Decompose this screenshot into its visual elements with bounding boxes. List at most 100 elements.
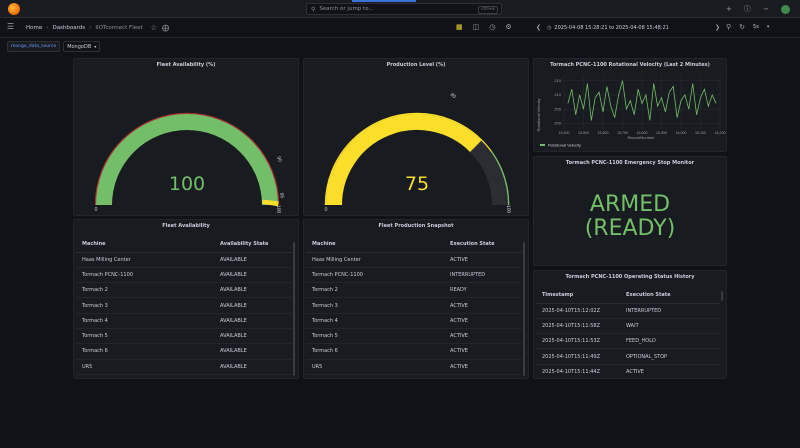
- scrollbar[interactable]: [523, 242, 525, 376]
- clock-icon[interactable]: ◷: [489, 23, 496, 31]
- cell-machine: Tormach PCNC-1100: [306, 267, 444, 284]
- help-icon[interactable]: ⓘ: [743, 5, 751, 13]
- scrollbar[interactable]: [293, 242, 295, 376]
- gauge-min-label: 0: [325, 207, 328, 213]
- cell-state: AVAILABLE: [214, 252, 292, 268]
- chevron-right-icon[interactable]: ❯: [715, 24, 721, 31]
- rotational-velocity-panel[interactable]: Tormach PCNC-1100 Rotational Velocity (L…: [533, 58, 727, 152]
- rss-icon[interactable]: ∽: [762, 5, 769, 13]
- variable-select[interactable]: MongoDB ▾: [63, 41, 101, 52]
- status-line-2: (READY): [584, 216, 676, 241]
- y-axis-label: Rotational Velocity: [536, 99, 541, 132]
- cell-machine: Tormach 2: [76, 282, 214, 299]
- x-tick-label: 16,100: [695, 131, 706, 135]
- cell-state: AVAILABLE: [214, 267, 292, 284]
- table-row: Tormach 5 ACTIVE: [306, 328, 522, 345]
- grafana-logo[interactable]: [8, 3, 20, 15]
- scrollbar[interactable]: [721, 291, 723, 301]
- gauge-chart: 0 80 100: [325, 92, 512, 214]
- gauge-min-label: 0: [95, 207, 98, 213]
- cell-machine: Tormach 2: [306, 282, 444, 299]
- table-row: Tormach PCNC-1100 AVAILABLE: [76, 267, 292, 284]
- chevron-down-icon[interactable]: ▾: [766, 24, 770, 30]
- cell-machine: Tormach 4: [306, 313, 444, 329]
- avatar[interactable]: [780, 4, 790, 14]
- gauge-chart: 0 90 95 100: [95, 112, 285, 214]
- gauge-threshold-label: 80: [449, 92, 457, 100]
- cell-machine: Tormach 4: [76, 313, 214, 329]
- table-row: UR5 AVAILABLE: [76, 359, 292, 375]
- data-table: Machine Availability State Haas Milling …: [76, 236, 292, 375]
- gauge-max-label: 100: [505, 205, 511, 214]
- loading-bar: [352, 0, 416, 2]
- panel-title: Fleet Production Snapshot: [378, 223, 454, 229]
- breadcrumb-current: IIOTconnect Fleet: [95, 25, 143, 31]
- cell-state: ACTIVE: [444, 343, 522, 360]
- fleet-production-table-panel[interactable]: Fleet Production Snapshot Machine Execut…: [303, 219, 529, 379]
- y-tick-label: 210: [554, 92, 561, 97]
- menu-icon[interactable]: ☰: [7, 22, 15, 31]
- table-row: Tormach 2 READY: [306, 282, 522, 299]
- zoom-out-icon[interactable]: ⚲: [726, 23, 732, 31]
- search-placeholder: Search or jump to...: [319, 6, 374, 12]
- table-row: 2025-04-10T15:12:02Z INTERRUPTED: [536, 303, 720, 319]
- star-icon[interactable]: ☆: [150, 24, 157, 32]
- cell-state: ACTIVE: [444, 359, 522, 375]
- plus-icon[interactable]: +: [726, 5, 732, 13]
- y-tick-label: 215: [554, 78, 561, 83]
- x-tick-label: 15,900: [656, 131, 667, 135]
- column-header[interactable]: Execution State: [444, 236, 522, 253]
- column-header[interactable]: Execution State: [620, 287, 720, 304]
- gear-icon[interactable]: ⚙: [505, 23, 512, 31]
- cell-machine: Tormach 6: [306, 343, 444, 360]
- time-range-text: 2025-04-08 15:28:21 to 2025-04-08 15:48:…: [554, 25, 669, 31]
- column-header[interactable]: Machine: [306, 236, 444, 253]
- column-header[interactable]: Machine: [76, 236, 214, 253]
- breadcrumb-home[interactable]: Home: [26, 25, 43, 31]
- cell-timestamp: 2025-04-10T15:11:53Z: [536, 333, 620, 350]
- table-row: UR5 ACTIVE: [306, 359, 522, 375]
- emergency-stop-status: ARMED (READY): [534, 193, 726, 241]
- status-history-panel[interactable]: Tormach PCNC-1100 Operating Status Histo…: [533, 270, 727, 379]
- column-header[interactable]: Availability State: [214, 236, 292, 253]
- add-panel-icon[interactable]: ▦: [456, 23, 463, 31]
- refresh-icon[interactable]: ↻: [739, 23, 746, 31]
- cell-state: AVAILABLE: [214, 282, 292, 299]
- time-range-picker[interactable]: ◷ 2025-04-08 15:28:21 to 2025-04-08 15:4…: [543, 22, 713, 34]
- save-icon[interactable]: ◫: [472, 23, 480, 31]
- table-row: Tormach 2 AVAILABLE: [76, 282, 292, 299]
- production-level-gauge-panel[interactable]: Production Level (%) 0 80 100 75: [303, 58, 529, 216]
- fleet-availability-table-panel[interactable]: Fleet Availability Machine Availability …: [73, 219, 299, 379]
- emergency-stop-panel[interactable]: Tormach PCNC-1100 Emergency Stop Monitor…: [533, 156, 727, 266]
- table-header-row: Machine Availability State: [76, 236, 292, 253]
- fleet-availability-gauge-panel[interactable]: Fleet Availability (%) 0 90 95 100 100: [73, 58, 299, 216]
- line-chart: Rotational Velocity RecordNumber 215 210 2…: [536, 75, 726, 148]
- table-row: Tormach 3 AVAILABLE: [76, 297, 292, 314]
- share-icon[interactable]: ⨁: [161, 24, 169, 32]
- cell-machine: Tormach 5: [306, 328, 444, 345]
- table-header-row: Machine Execution State: [306, 236, 522, 253]
- refresh-interval[interactable]: 5s: [753, 24, 759, 30]
- table-row: Tormach 4 AVAILABLE: [76, 313, 292, 329]
- search-input[interactable]: ⚲ Search or jump to... ctrl+k: [306, 3, 502, 15]
- x-tick-label: 15,600: [598, 131, 609, 135]
- cell-timestamp: 2025-04-10T15:11:49Z: [536, 348, 620, 365]
- panel-title: Fleet Availability: [162, 223, 210, 229]
- x-tick-label: 16,200: [715, 131, 726, 135]
- cell-state: AVAILABLE: [214, 328, 292, 345]
- cell-machine: Haas Milling Center: [76, 252, 214, 268]
- cell-state: ACTIVE: [620, 364, 720, 378]
- y-tick-label: 200: [554, 121, 561, 126]
- table-row: Tormach PCNC-1100 INTERRUPTED: [306, 267, 522, 284]
- cell-state: AVAILABLE: [214, 359, 292, 375]
- column-header[interactable]: Timestamp: [536, 287, 620, 304]
- variable-bar: mongo_data_source MongoDB ▾: [7, 41, 101, 52]
- breadcrumb-dashboards[interactable]: Dashboards: [52, 25, 86, 31]
- x-axis-label: RecordNumber: [627, 135, 655, 140]
- status-line-1: ARMED: [589, 192, 671, 217]
- gauge-value-arc: [96, 114, 278, 206]
- search-icon: ⚲: [311, 5, 316, 13]
- dashboard-toolbar: ☰ Home › Dashboards › IIOTconnect Fleet …: [0, 18, 800, 38]
- chevron-left-icon[interactable]: ❮: [536, 24, 542, 31]
- cell-machine: Tormach 3: [306, 297, 444, 314]
